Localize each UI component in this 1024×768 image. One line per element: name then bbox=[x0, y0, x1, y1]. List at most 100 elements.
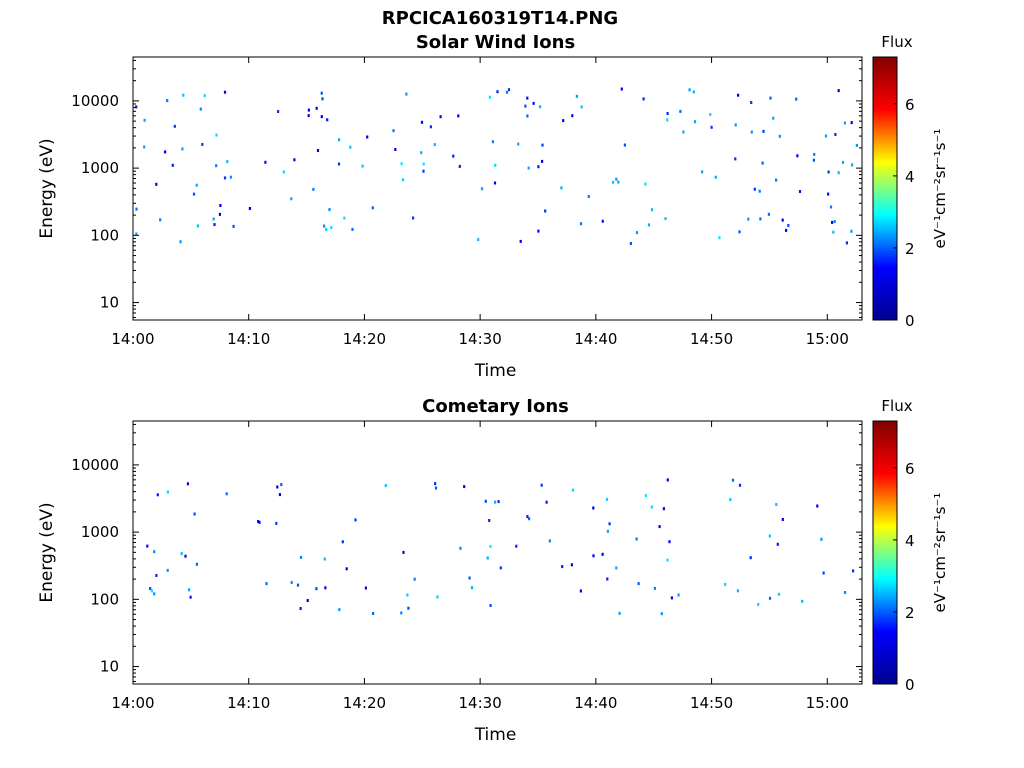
heatmap-cell bbox=[796, 154, 799, 158]
heatmap-cell bbox=[677, 593, 680, 597]
heatmap-cell bbox=[718, 236, 721, 240]
heatmap-cell bbox=[486, 556, 489, 560]
heatmap-cell bbox=[618, 611, 621, 615]
heatmap-cell bbox=[668, 540, 671, 544]
heatmap-cell bbox=[223, 176, 227, 180]
colorbar-unit: eV⁻¹cm⁻²sr⁻¹s⁻¹ bbox=[931, 493, 949, 613]
heatmap-cell bbox=[488, 95, 491, 99]
heatmap-cell bbox=[587, 195, 590, 198]
heatmap-cell bbox=[280, 483, 283, 487]
heatmap-cell bbox=[401, 178, 405, 182]
heatmap-cell bbox=[801, 599, 804, 603]
heatmap-cell bbox=[186, 482, 189, 486]
heatmap-cell bbox=[615, 566, 618, 570]
heatmap-cell bbox=[560, 186, 563, 190]
heatmap-cell bbox=[820, 537, 823, 541]
x-tick-label: 14:50 bbox=[690, 330, 733, 348]
heatmap-cell bbox=[201, 142, 204, 146]
x-tick-label: 14:00 bbox=[111, 330, 154, 348]
heatmap-cell bbox=[405, 92, 408, 96]
heatmap-cell bbox=[561, 565, 564, 569]
heatmap-cell bbox=[406, 593, 409, 597]
heatmap-cell bbox=[822, 571, 825, 575]
heatmap-cell bbox=[524, 104, 527, 108]
colorbar-label: Flux bbox=[881, 397, 912, 415]
heatmap-cell bbox=[644, 494, 647, 498]
colorbar-tick-label: 6 bbox=[905, 460, 915, 478]
heatmap-cell bbox=[229, 175, 232, 179]
heatmap-cell bbox=[497, 500, 500, 504]
colorbar-tick-label: 2 bbox=[905, 604, 915, 622]
panel-cometary-ions: Cometary Ions 14:00 14:10 14:20 14:30 14:40 14… bbox=[37, 396, 949, 745]
heatmap-cell bbox=[507, 88, 511, 92]
heatmap-cell bbox=[458, 164, 461, 168]
heatmap-cell bbox=[831, 220, 834, 224]
heatmap-cell bbox=[852, 569, 855, 573]
y-tick-label: 100 bbox=[90, 590, 119, 608]
heatmap-cell bbox=[837, 171, 840, 175]
heatmap-cell bbox=[164, 150, 167, 154]
x-tick-label: 14:40 bbox=[574, 694, 617, 712]
heatmap-cell bbox=[750, 130, 753, 134]
heatmap-cells bbox=[146, 478, 855, 616]
heatmap-cell bbox=[320, 91, 323, 95]
heatmap-cell bbox=[528, 517, 531, 521]
heatmap-cell bbox=[436, 595, 439, 599]
heatmap-cell bbox=[315, 106, 318, 110]
heatmap-cell bbox=[541, 159, 544, 163]
heatmap-cell bbox=[366, 135, 369, 139]
heatmap-cell bbox=[579, 589, 582, 593]
heatmap-cell bbox=[343, 216, 346, 220]
heatmap-cell bbox=[392, 129, 395, 133]
heatmap-cell bbox=[402, 550, 405, 554]
heatmap-cell bbox=[226, 160, 229, 164]
heatmap-cell bbox=[341, 540, 344, 544]
heatmap-cell bbox=[149, 587, 152, 591]
heatmap-cell bbox=[494, 163, 497, 167]
x-tick-label: 14:00 bbox=[111, 694, 154, 712]
heatmap-cell bbox=[769, 96, 772, 100]
heatmap-cell bbox=[264, 160, 267, 164]
x-tick-label: 14:10 bbox=[227, 694, 270, 712]
heatmap-cell bbox=[316, 149, 320, 152]
heatmap-cell bbox=[394, 148, 397, 151]
heatmap-cell bbox=[623, 143, 626, 147]
heatmap-cell bbox=[812, 158, 815, 162]
heatmap-cell bbox=[798, 190, 802, 193]
x-axis-label: Time bbox=[474, 725, 517, 745]
heatmap-cell bbox=[494, 500, 497, 504]
heatmap-cell bbox=[729, 498, 732, 502]
heatmap-cell bbox=[153, 550, 156, 554]
x-tick-label: 15:00 bbox=[806, 330, 849, 348]
heatmap-cell bbox=[731, 478, 735, 482]
heatmap-cell bbox=[515, 544, 518, 548]
colorbar-tick-label: 4 bbox=[905, 532, 915, 550]
heatmap-cell bbox=[459, 546, 462, 550]
heatmap-cell bbox=[537, 229, 540, 233]
heatmap-cell bbox=[345, 567, 348, 571]
heatmap-cell bbox=[491, 140, 494, 144]
heatmap-cell bbox=[666, 478, 669, 482]
heatmap-cell bbox=[660, 612, 663, 616]
heatmap-cell bbox=[400, 162, 403, 166]
heatmap-cell bbox=[290, 581, 293, 584]
heatmap-cell bbox=[275, 521, 278, 525]
heatmap-cell bbox=[193, 512, 196, 516]
heatmap-cell bbox=[153, 592, 156, 596]
heatmap-cell bbox=[434, 482, 437, 486]
heatmap-cell bbox=[617, 180, 620, 184]
heatmap-cell bbox=[188, 588, 191, 592]
heatmap-cell bbox=[248, 207, 251, 210]
heatmap-cell bbox=[337, 162, 341, 166]
heatmap-cell bbox=[824, 134, 828, 138]
heatmap-cell bbox=[781, 518, 784, 521]
heatmap-cell bbox=[829, 205, 833, 209]
heatmap-cell bbox=[330, 226, 333, 230]
heatmap-cell bbox=[693, 120, 697, 124]
heatmap-cell bbox=[642, 97, 645, 101]
heatmap-cell bbox=[349, 145, 352, 149]
heatmap-cell bbox=[682, 130, 685, 134]
heatmap-cell bbox=[143, 118, 146, 122]
heatmap-cell bbox=[816, 504, 819, 508]
